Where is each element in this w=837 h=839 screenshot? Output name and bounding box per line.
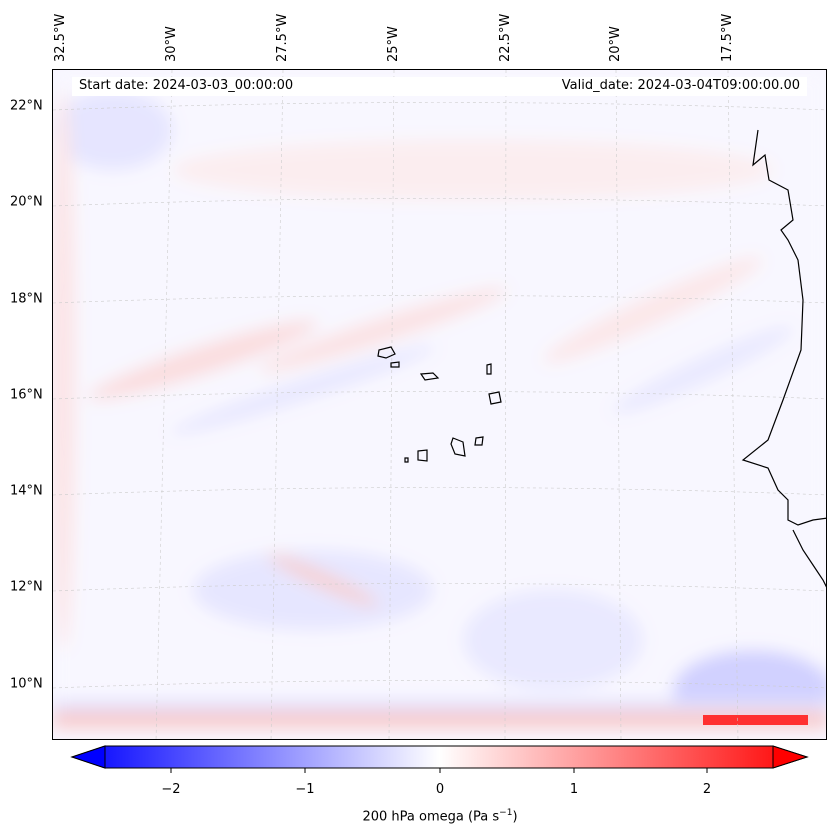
omega-field bbox=[53, 70, 826, 739]
lon-label: 20°W bbox=[608, 26, 623, 62]
lat-label: 10°N bbox=[10, 676, 43, 692]
lon-label: 27.5°W bbox=[275, 13, 290, 62]
colorbar-min-arrow bbox=[70, 745, 106, 769]
colorbar-label-text: 200 hPa omega (Pa s bbox=[362, 809, 500, 825]
colorbar-tick-label: 2 bbox=[702, 782, 712, 797]
lat-label: 20°N bbox=[10, 194, 43, 210]
strong-ascent-band bbox=[703, 715, 808, 725]
coastline bbox=[741, 129, 826, 588]
date-banner: Start date: 2024-03-03_00:00:00 Valid_da… bbox=[72, 77, 807, 96]
valid-date: Valid_date: 2024-03-04T09:00:00.00 bbox=[561, 78, 800, 93]
colorbar-label-suffix: ) bbox=[512, 809, 518, 825]
lon-label: 30°W bbox=[164, 26, 179, 62]
cape-verde-islands bbox=[377, 346, 502, 463]
colorbar-max-arrow bbox=[772, 745, 809, 769]
lat-label: 22°N bbox=[10, 98, 43, 114]
colorbar-ticks bbox=[170, 768, 708, 773]
lat-label: 16°N bbox=[10, 387, 43, 403]
colorbar-tick-label: −1 bbox=[295, 782, 315, 797]
colorbar bbox=[70, 745, 809, 773]
colorbar-tick-label: 0 bbox=[435, 782, 445, 797]
colorbar-label-exponent: −1 bbox=[499, 808, 513, 818]
colorbar-label: 200 hPa omega (Pa s−1) bbox=[362, 808, 517, 824]
lat-label: 18°N bbox=[10, 291, 43, 307]
lon-label: 32.5°W bbox=[53, 13, 68, 62]
lon-label: 25°W bbox=[386, 26, 401, 62]
colorbar-tick-label: −2 bbox=[161, 782, 181, 797]
colorbar-gradient bbox=[70, 745, 809, 769]
lon-label: 17.5°W bbox=[720, 13, 735, 62]
lat-label: 12°N bbox=[10, 579, 43, 595]
colorbar-tick-label: 1 bbox=[569, 782, 579, 797]
start-date: Start date: 2024-03-03_00:00:00 bbox=[79, 78, 294, 93]
gridlines bbox=[53, 70, 826, 739]
lat-label: 14°N bbox=[10, 483, 43, 499]
omega-map bbox=[52, 69, 827, 740]
lon-label: 22.5°W bbox=[498, 13, 513, 62]
